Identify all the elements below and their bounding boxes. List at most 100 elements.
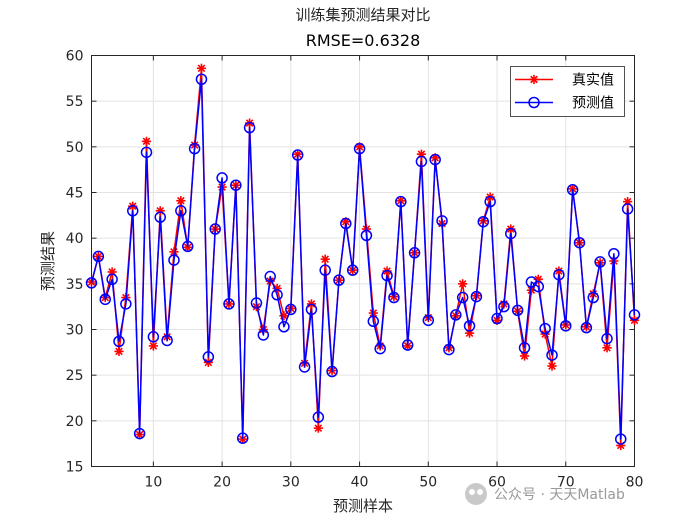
pred-point (202, 351, 215, 363)
y-tick-label: 55 (66, 94, 84, 110)
true-point (602, 343, 612, 353)
pred-point (216, 172, 228, 184)
pred-point (305, 303, 318, 316)
asterisk-stroke (142, 137, 151, 146)
true-point (141, 136, 152, 146)
asterisk-stroke (252, 302, 261, 311)
asterisk-stroke (183, 243, 192, 252)
asterisk-stroke (115, 347, 123, 356)
pred-point (429, 153, 441, 166)
pred-point (621, 203, 634, 215)
x-tick-label: 70 (557, 475, 575, 491)
watermark-logo-eye-left (469, 489, 475, 495)
asterisk-stroke (603, 343, 611, 352)
pred-point (154, 211, 166, 223)
pred-point (291, 149, 304, 161)
legend-label-pred: 预测值 (572, 96, 614, 112)
series-line-pred (90, 78, 636, 440)
pred-point (264, 270, 276, 283)
asterisk-stroke (530, 75, 538, 84)
true-point (458, 279, 468, 289)
watermark: 公众号 · 天天Matlab (465, 483, 625, 505)
pred-point (566, 184, 579, 196)
asterisk-stroke (568, 185, 577, 193)
pred-point (518, 342, 531, 354)
pred-point (450, 309, 462, 321)
asterisk-stroke (548, 362, 556, 370)
pred-point (628, 309, 641, 321)
pred-point (126, 205, 139, 217)
pred-point (175, 205, 187, 217)
legend-label-true: 真实值 (572, 73, 614, 89)
asterisk-stroke (321, 255, 330, 263)
true-point (196, 63, 207, 73)
pred-point (408, 247, 421, 259)
y-tick-label: 25 (66, 368, 84, 384)
pred-point (608, 247, 620, 260)
pred-point (580, 321, 593, 334)
axis-ticks: 15 20 25 30 35 40 45 50 55 60 10 20 30 40 50 60 70 80 (66, 49, 644, 491)
pred-point (484, 195, 496, 208)
legend-box (510, 66, 625, 117)
x-axis-label: 预测样本 (333, 497, 393, 515)
series-layer (85, 63, 641, 451)
chart-subtitle: RMSE=0.6328 (306, 31, 421, 50)
true-point (176, 196, 186, 206)
pred-point (106, 273, 118, 286)
asterisk-stroke (238, 435, 247, 443)
y-tick-label: 40 (66, 231, 84, 247)
pred-point (367, 315, 380, 328)
y-axis-label: 预测结果 (39, 231, 57, 291)
asterisk-stroke (197, 64, 206, 73)
pred-point (395, 195, 407, 208)
legend-marker-pred (528, 96, 540, 109)
pred-point (243, 121, 256, 134)
asterisk-stroke (293, 150, 302, 158)
pred-point (436, 215, 448, 227)
pred-point (539, 322, 551, 335)
x-tick-label: 10 (144, 475, 162, 491)
y-tick-label: 20 (66, 414, 84, 430)
pred-point (271, 289, 283, 301)
asterisk-stroke (135, 430, 144, 439)
pred-point (443, 343, 455, 356)
y-tick-label: 45 (66, 186, 84, 202)
legend-marker-true (529, 74, 539, 85)
pred-point (250, 297, 263, 309)
pred-point (326, 365, 338, 378)
x-tick-label: 20 (213, 475, 231, 491)
asterisk-stroke (314, 424, 323, 432)
pred-point (278, 321, 290, 333)
pred-point (85, 277, 98, 289)
pred-point (553, 268, 565, 281)
pred-point (560, 320, 572, 332)
true-point (313, 423, 323, 433)
y-tick-label: 60 (66, 49, 84, 65)
pred-point (147, 331, 160, 343)
chart-title: 训练集预测结果对比 (295, 6, 430, 24)
legend: 真实值 预测值 (510, 66, 625, 117)
y-tick-label: 15 (66, 460, 84, 476)
asterisk-stroke (403, 342, 412, 350)
y-tick-label: 30 (66, 323, 84, 339)
pred-point (236, 432, 249, 444)
pred-point (195, 73, 208, 85)
legend-asterisk-icon (529, 74, 539, 85)
y-tick-label: 50 (66, 140, 84, 156)
pred-point (505, 227, 517, 240)
pred-point (422, 314, 435, 327)
pred-point (415, 155, 428, 168)
pred-point (477, 215, 490, 228)
watermark-logo-eye-right (477, 489, 483, 495)
pred-point (456, 291, 469, 304)
pred-point (594, 256, 606, 268)
pred-point (168, 254, 180, 266)
plot-frame (91, 55, 635, 467)
true-point (114, 346, 124, 357)
asterisk-stroke (555, 267, 563, 275)
pred-point (374, 342, 386, 355)
series-pred (85, 73, 641, 445)
pred-point (188, 142, 201, 155)
pred-point (346, 264, 359, 276)
